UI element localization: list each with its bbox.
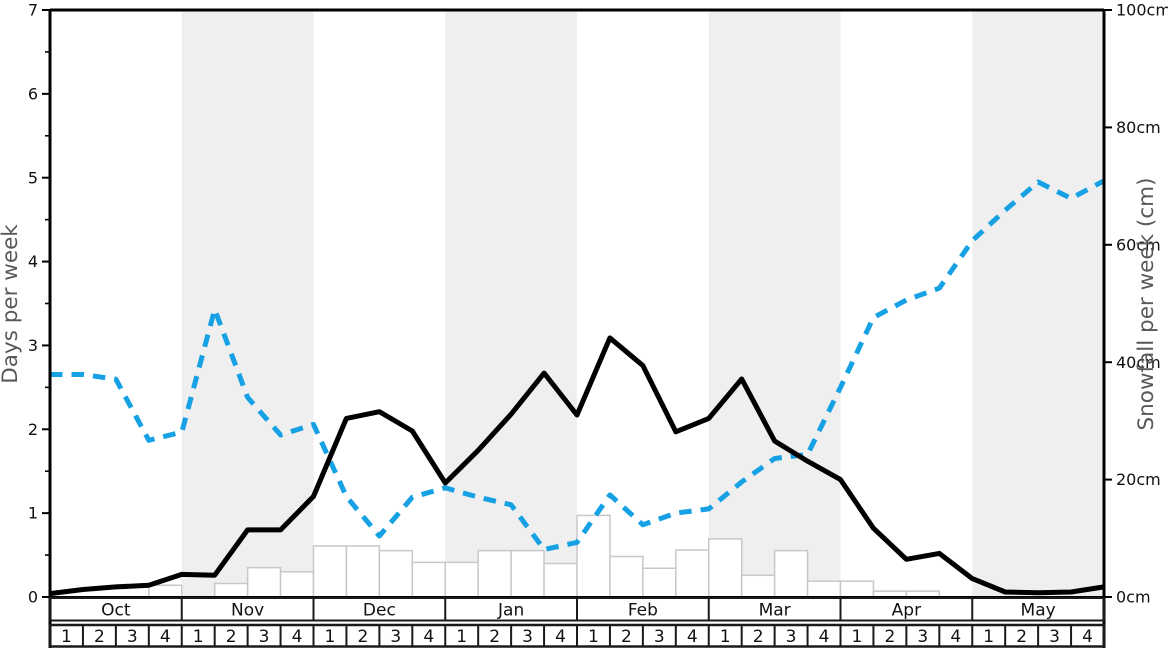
snowfall-bar-week	[708, 538, 743, 598]
month-label: Feb	[628, 601, 658, 621]
snowfall-bar-week	[312, 545, 348, 598]
week-label: 4	[555, 627, 566, 647]
month-band-may	[972, 10, 1104, 597]
week-label: 1	[983, 627, 994, 647]
snowfall-bar-week	[806, 580, 842, 598]
snowfall-bar-week	[740, 574, 776, 598]
month-label: Nov	[231, 601, 264, 621]
month-band-jan	[445, 10, 577, 597]
snowfall-bar-week	[609, 555, 644, 598]
week-label: 1	[852, 627, 863, 647]
week-label: 4	[160, 627, 171, 647]
week-label: 2	[753, 627, 764, 647]
right-tick-label: 20cm	[1116, 470, 1161, 489]
snowfall-bar-week	[246, 566, 282, 598]
snowfall-bar-week	[773, 549, 809, 598]
week-label: 1	[193, 627, 204, 647]
week-label: 3	[259, 627, 270, 647]
week-label: 1	[588, 627, 599, 647]
left-tick-label: 5	[28, 168, 38, 187]
week-label: 1	[325, 627, 336, 647]
month-band-mar	[708, 10, 841, 597]
month-label: Dec	[363, 601, 396, 621]
month-label: Mar	[759, 601, 791, 621]
snowfall-bar-week	[279, 571, 315, 598]
right-tick-label: 0cm	[1116, 588, 1151, 607]
left-tick-label: 4	[28, 252, 38, 271]
week-label: 3	[917, 627, 928, 647]
month-label: Jan	[497, 601, 524, 621]
month-label: Oct	[101, 601, 131, 621]
month-label: Apr	[892, 601, 921, 621]
right-tick-label: 80cm	[1116, 118, 1161, 137]
week-label: 4	[423, 627, 434, 647]
right-tick-label: 100cm	[1116, 1, 1168, 20]
left-tick-label: 1	[28, 504, 38, 523]
left-axis-title: Days per week	[0, 224, 23, 384]
week-label: 2	[621, 627, 632, 647]
week-label: 3	[127, 627, 138, 647]
right-tick-label: 40cm	[1116, 353, 1161, 372]
snowfall-bar-week	[477, 549, 512, 598]
snowfall-bar-week	[839, 580, 875, 598]
days-per-week-line	[49, 335, 1105, 597]
snowfall-bar-week	[543, 562, 578, 598]
snowfall-bar-week	[378, 549, 414, 598]
left-tick-label: 2	[28, 420, 38, 439]
chart-generated-layer: 0 1 2 3 4 5 6 7 0cm 20cm 40cm 60cm 80cm 100cm Oct Nov De…	[28, 1, 1168, 648]
snowfall-line	[50, 178, 1106, 552]
week-label: 2	[94, 627, 105, 647]
snowfall-bar-week	[444, 561, 479, 598]
week-label: 2	[357, 627, 368, 647]
week-label: 1	[61, 627, 72, 647]
week-label: 4	[819, 627, 830, 647]
week-label: 3	[390, 627, 401, 647]
week-label: 2	[1016, 627, 1027, 647]
week-label: 4	[950, 627, 961, 647]
snowfall-bar-week	[411, 561, 446, 598]
week-label: 1	[456, 627, 467, 647]
week-label: 3	[1049, 627, 1060, 647]
left-tick-label: 7	[28, 1, 38, 20]
week-label: 2	[489, 627, 500, 647]
week-label: 3	[786, 627, 797, 647]
snowfall-bar-week	[345, 545, 381, 598]
week-label: 3	[654, 627, 665, 647]
snowfall-bar-week	[510, 549, 545, 598]
week-label: 4	[687, 627, 698, 647]
left-tick-label: 3	[28, 336, 38, 355]
week-label: 2	[884, 627, 895, 647]
month-band-nov	[181, 10, 314, 597]
snowfall-bar-week	[213, 582, 249, 598]
left-tick-label: 0	[28, 588, 38, 607]
week-label: 3	[522, 627, 533, 647]
month-label: May	[1021, 601, 1056, 621]
snowfall-bar-week	[675, 549, 710, 598]
week-label: 4	[1082, 627, 1093, 647]
snowfall-bar-week	[642, 567, 677, 598]
week-label: 2	[226, 627, 237, 647]
left-tick-label: 6	[28, 84, 38, 103]
snowfall-bar-week	[148, 584, 183, 598]
snowfall-bar-week	[576, 514, 611, 598]
right-axis-title: Snowfall per week (cm)	[1134, 178, 1159, 431]
week-label: 4	[292, 627, 303, 647]
week-label: 1	[720, 627, 731, 647]
right-tick-label: 60cm	[1116, 235, 1161, 254]
